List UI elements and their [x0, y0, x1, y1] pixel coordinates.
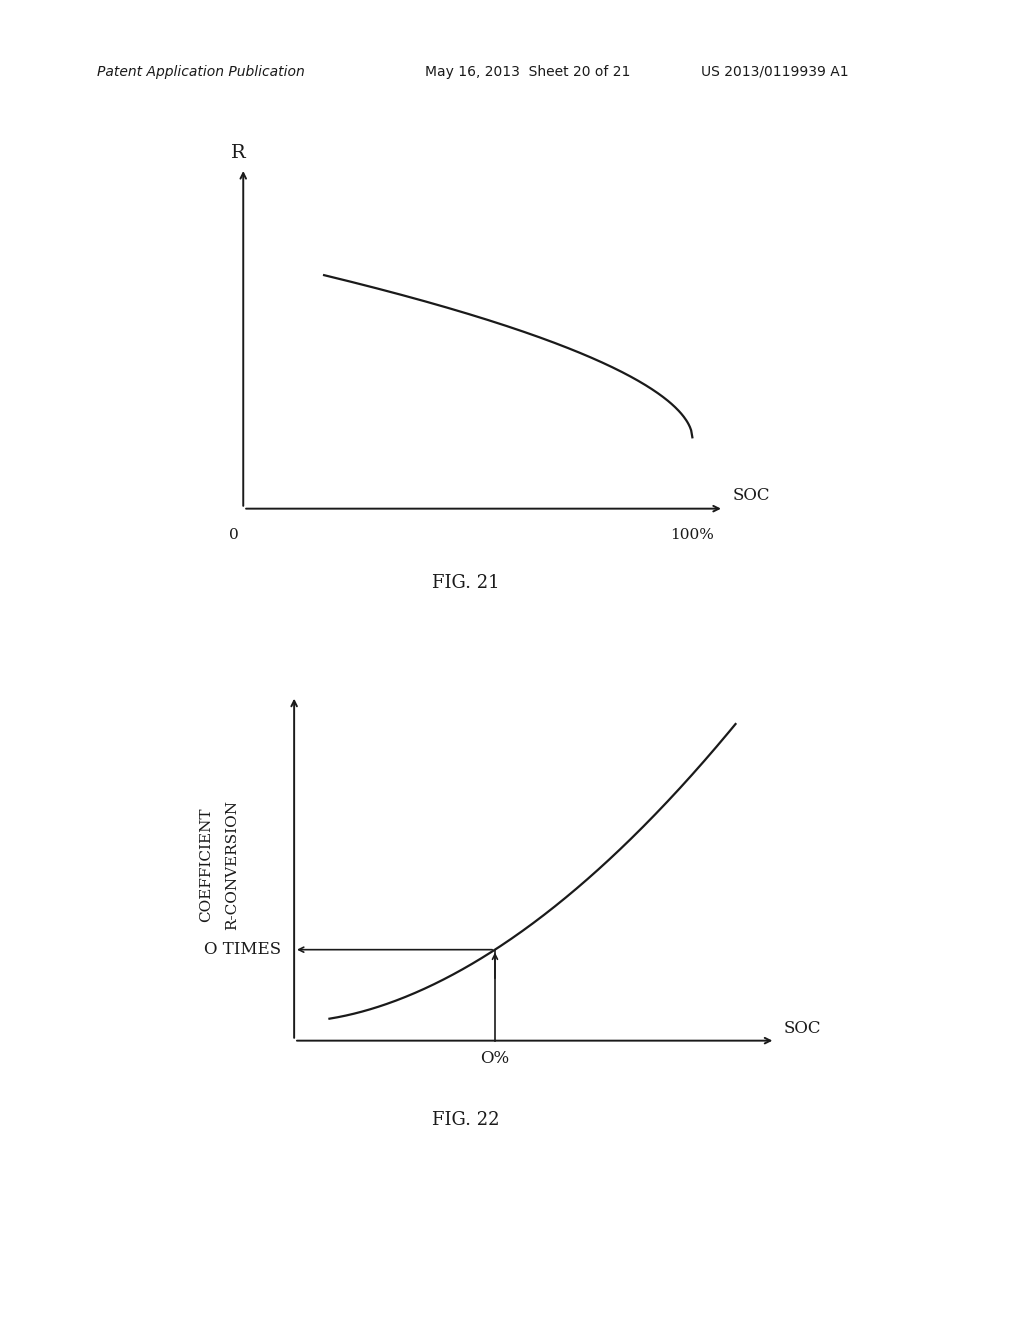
- Text: R-CONVERSION: R-CONVERSION: [225, 800, 240, 931]
- Text: O TIMES: O TIMES: [204, 941, 281, 958]
- Text: 100%: 100%: [671, 528, 715, 543]
- Text: R: R: [231, 144, 246, 161]
- Text: O%: O%: [480, 1051, 510, 1067]
- Text: COEFFICIENT: COEFFICIENT: [199, 808, 213, 923]
- Text: US 2013/0119939 A1: US 2013/0119939 A1: [701, 65, 849, 79]
- Text: Patent Application Publication: Patent Application Publication: [97, 65, 305, 79]
- Text: FIG. 22: FIG. 22: [432, 1111, 500, 1130]
- Text: SOC: SOC: [784, 1019, 821, 1036]
- Text: 0: 0: [229, 528, 240, 543]
- Text: FIG. 21: FIG. 21: [432, 574, 500, 593]
- Text: SOC: SOC: [733, 487, 770, 504]
- Text: May 16, 2013  Sheet 20 of 21: May 16, 2013 Sheet 20 of 21: [425, 65, 631, 79]
